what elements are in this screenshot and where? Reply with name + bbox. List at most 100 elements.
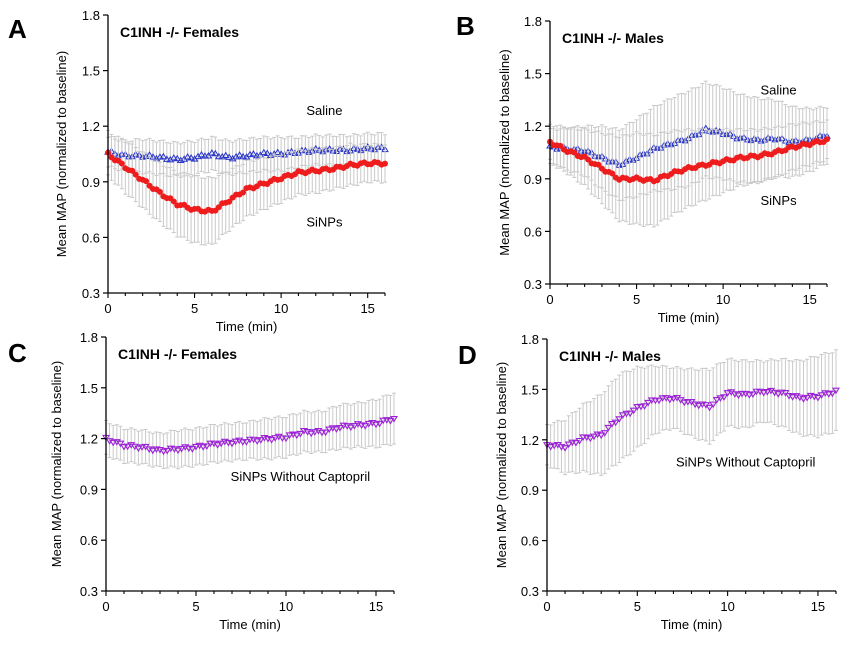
data-point (307, 430, 316, 438)
y-tick-label: 1.2 (521, 433, 539, 448)
data-point (138, 444, 146, 451)
data-point (382, 160, 388, 167)
data-point (586, 435, 595, 443)
data-point (292, 432, 301, 440)
data-point (192, 443, 200, 451)
panel-letter: D (458, 340, 477, 370)
data-point (799, 396, 808, 403)
data-point (709, 401, 718, 409)
data-point (163, 447, 172, 455)
y-tick-label: 1.8 (80, 330, 98, 345)
y-tick-label: 0.6 (82, 230, 100, 245)
y-tick-label: 1.5 (521, 382, 539, 397)
y-tick-label: 1.8 (524, 14, 542, 29)
x-tick-label: 5 (191, 301, 198, 316)
x-tick-label: 0 (104, 301, 111, 316)
data-point (817, 392, 826, 399)
data-point (615, 416, 624, 423)
data-point (564, 441, 573, 449)
x-axis-label: Time (min) (661, 617, 723, 632)
data-point (608, 421, 616, 428)
data-point (143, 178, 150, 185)
data-point (231, 438, 240, 446)
data-point (575, 437, 584, 445)
data-point (828, 390, 837, 398)
x-tick-label: 10 (279, 599, 293, 614)
data-point (763, 389, 772, 396)
data-point (174, 447, 182, 455)
data-point (561, 445, 570, 452)
data-point (712, 397, 721, 404)
y-tick-label: 1.2 (82, 119, 100, 134)
data-point (166, 155, 175, 163)
data-point (215, 204, 222, 211)
data-point (788, 394, 797, 401)
data-point (249, 150, 258, 157)
annotation-label: SiNPs (760, 193, 797, 208)
data-point (207, 149, 216, 156)
data-point (720, 394, 728, 401)
data-point (336, 424, 344, 432)
data-point (225, 153, 234, 160)
data-point (361, 423, 370, 430)
data-point (177, 445, 186, 453)
data-point (589, 433, 598, 441)
x-axis-label: Time (min) (658, 310, 720, 325)
x-tick-label: 10 (720, 599, 734, 614)
annotation-label: Saline (306, 103, 342, 118)
y-tick-label: 0.3 (82, 286, 100, 301)
x-tick-label: 10 (716, 292, 730, 307)
data-point (629, 407, 638, 415)
data-point (263, 149, 272, 157)
data-point (238, 439, 247, 446)
data-point (375, 420, 384, 428)
chart-panel-c: C C1INH -/- Females 0.3 0.6 0.9 1.2 1.5 1.8 0 5 10… (8, 330, 398, 632)
y-tick-label: 1.5 (524, 67, 542, 82)
data-point (310, 429, 319, 436)
panel-letter: B (456, 11, 475, 41)
data-point (197, 150, 206, 158)
data-point (321, 429, 330, 437)
data-point (622, 410, 631, 418)
data-point (226, 198, 233, 205)
data-point (228, 440, 236, 448)
y-axis-label: Mean MAP (normalized to baseline) (54, 51, 69, 257)
data-point (129, 167, 136, 174)
panel-title: C1INH -/- Females (118, 346, 237, 362)
data-point (120, 444, 128, 451)
x-tick-label: 15 (811, 599, 825, 614)
y-axis-label: Mean MAP (normalized to baseline) (49, 361, 64, 567)
data-point (546, 443, 555, 451)
data-point (162, 155, 171, 162)
data-point (169, 154, 178, 161)
data-point (213, 442, 222, 449)
data-point (123, 443, 132, 451)
data-point (372, 421, 380, 429)
x-tick-label: 5 (633, 292, 640, 307)
data-point (116, 440, 125, 448)
data-point (824, 136, 830, 143)
data-point (132, 171, 139, 178)
data-point (571, 439, 580, 447)
data-point (282, 435, 290, 443)
series-sinps (105, 129, 388, 246)
y-tick-label: 0.3 (80, 584, 98, 599)
chart-panel-a: A C1INH -/- Females 0.3 0.6 0.9 1.2 1.5 1.8 0 5 10… (8, 8, 389, 334)
x-tick-label: 15 (802, 292, 816, 307)
data-point (748, 391, 757, 398)
y-tick-label: 1.8 (521, 332, 539, 347)
data-point (285, 432, 294, 440)
data-point (595, 161, 602, 168)
data-point (202, 443, 211, 450)
data-point (669, 395, 678, 403)
chart-panel-d: D C1INH -/- Males 0.3 0.6 0.9 1.2 1.5 1.8 0 5 10 15… (458, 332, 840, 632)
data-point (134, 445, 143, 453)
y-tick-label: 0.9 (524, 172, 542, 187)
data-point (159, 448, 168, 456)
data-point (183, 153, 192, 160)
x-tick-label: 5 (634, 599, 641, 614)
data-point (734, 392, 743, 400)
data-point (253, 438, 262, 445)
